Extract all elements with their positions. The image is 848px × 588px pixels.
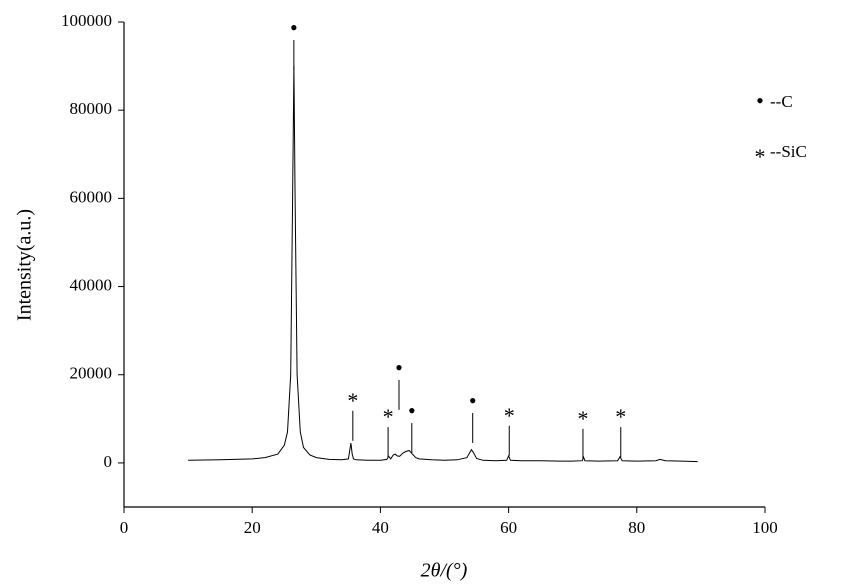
y-tick-label: 40000: [70, 275, 113, 294]
annotation-marker: •: [469, 388, 477, 413]
annotation-marker: *: [347, 388, 358, 413]
x-tick-label: 100: [752, 518, 778, 537]
annotation-marker: •: [290, 15, 298, 40]
y-axis-label: Intensity(a.u.): [14, 209, 36, 321]
x-tick-label: 20: [244, 518, 261, 537]
annotation-marker: •: [408, 398, 416, 423]
legend-label: --C: [770, 92, 793, 111]
legend-label: --SiC: [770, 142, 807, 161]
y-tick-label: 80000: [70, 99, 113, 118]
x-tick-label: 40: [372, 518, 389, 537]
annotation-marker: *: [615, 404, 626, 429]
annotation-marker: *: [383, 404, 394, 429]
x-tick-label: 60: [500, 518, 517, 537]
legend-symbol: *: [755, 144, 766, 169]
xrd-line: [188, 66, 698, 463]
x-tick-label: 80: [628, 518, 645, 537]
x-axis-label: 2θ/(°): [421, 560, 468, 582]
y-tick-label: 0: [104, 452, 113, 471]
x-tick-label: 0: [120, 518, 129, 537]
annotation-marker: *: [504, 403, 515, 428]
y-tick-label: 60000: [70, 187, 113, 206]
legend-symbol: •: [756, 88, 764, 113]
annotation-marker: *: [577, 406, 588, 431]
annotation-marker: •: [395, 355, 403, 380]
y-tick-label: 20000: [70, 364, 113, 383]
y-tick-label: 100000: [61, 11, 112, 30]
